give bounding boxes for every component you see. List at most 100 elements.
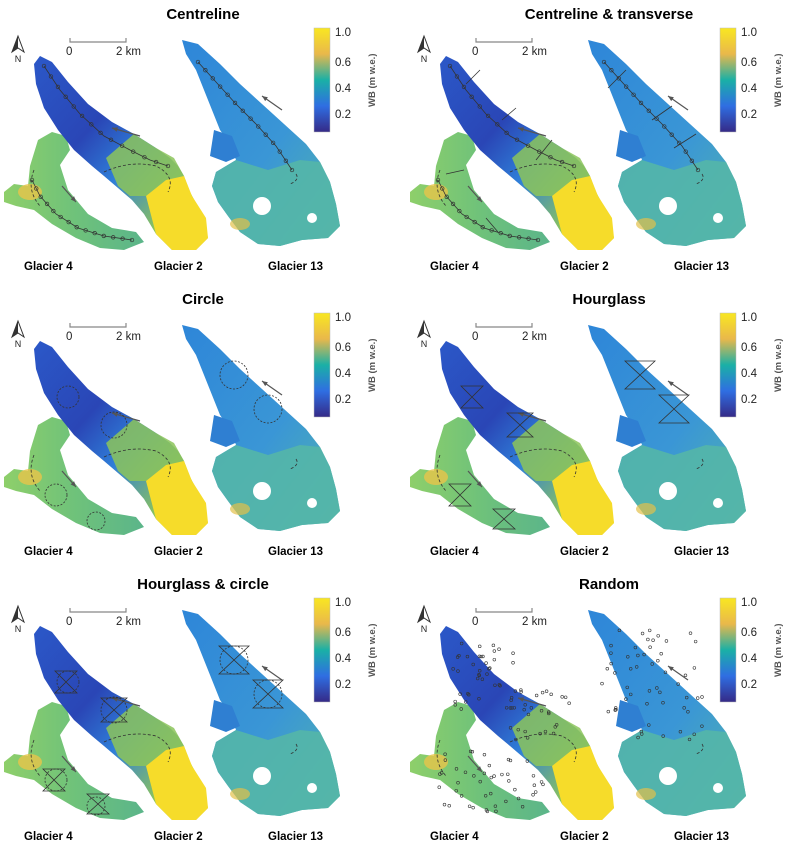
glacier-2-ablation-zone [106, 704, 184, 766]
glacier-label: Glacier 4 [430, 261, 479, 273]
sample-circle [100, 696, 128, 724]
flow-arrow-glacier-13-head [668, 666, 674, 672]
high-wb-patch [424, 754, 448, 770]
scale-end: 2 km [522, 616, 547, 628]
glacier-label: Glacier 13 [268, 831, 323, 843]
glacier-4-shape [410, 417, 550, 535]
random-sample-point [516, 796, 521, 801]
sample-point [210, 76, 215, 81]
sample-point [504, 130, 509, 136]
sample-point [461, 84, 467, 90]
panel-random: Random N 0 2 km 1.0 0.6 0.4 0.2 WB (m w.e.) Glaci… [406, 570, 812, 855]
flow-arrow-glacier-2-head [518, 697, 524, 702]
colorbar-label: WB (m w.e.) [773, 53, 784, 107]
scale-bar: 0 2 km [66, 606, 156, 636]
random-sample-point [650, 662, 654, 666]
nunatak [307, 213, 317, 223]
random-sample-point [497, 683, 502, 687]
sample-hourglass [623, 360, 657, 390]
sample-point [101, 233, 106, 239]
glacier-map [410, 610, 746, 820]
glacier-13-ablation-zone [618, 160, 746, 246]
random-sample-point [640, 631, 645, 636]
dashed-boundary [289, 173, 298, 185]
panel-centreline: Centreline N 0 2 km 1.0 0.6 0.4 0.2 WB (m w.e.) G… [0, 0, 406, 285]
scale-start: 0 [472, 616, 479, 628]
random-sample-point [648, 645, 652, 649]
dashed-boundary [103, 733, 171, 763]
colorbar-tick-label: 1.0 [335, 27, 351, 39]
glacier-2-snout [146, 176, 208, 250]
random-sample-point [463, 770, 468, 774]
sample-circle [253, 394, 283, 424]
random-sample-point [481, 654, 485, 659]
random-sample-point [516, 727, 520, 732]
colorbar-label: WB (m w.e.) [367, 623, 378, 677]
scale-bar: 0 2 km [66, 36, 156, 66]
sample-point [240, 108, 245, 113]
sample-point [480, 225, 485, 230]
glacier-label: Glacier 4 [24, 831, 73, 843]
random-sample-point [693, 639, 698, 644]
sampling-design [44, 360, 283, 531]
glacier-label: Glacier 2 [154, 261, 203, 273]
glacier-13-ablation-zone [212, 730, 340, 816]
colorbar-label: WB (m w.e.) [367, 53, 378, 107]
sample-point [74, 225, 79, 230]
nunatak [659, 767, 677, 785]
sample-hourglass [251, 679, 285, 709]
sample-circle [86, 511, 106, 531]
glacier-4-shape [410, 132, 550, 250]
scale-end: 2 km [116, 46, 141, 58]
glacier-map [4, 40, 340, 250]
sample-point [517, 235, 522, 240]
random-sample-point [479, 654, 483, 659]
panel-title: Centreline [166, 6, 240, 23]
colorbar-gradient [313, 312, 331, 418]
random-sample-point [477, 654, 482, 658]
random-sample-point [492, 649, 497, 653]
colorbar-tick-label: 0.2 [741, 679, 757, 691]
glacier-4-shape [4, 417, 144, 535]
colorbar-tick-label: 0.4 [741, 83, 757, 95]
random-sample-point [686, 710, 690, 714]
sample-point [548, 155, 553, 160]
sample-point [695, 167, 701, 173]
flow-arrow-glacier-4-head [70, 481, 76, 487]
sample-point [66, 219, 71, 225]
random-sample-point [492, 657, 497, 662]
random-sample-point [663, 670, 668, 674]
random-sample-point [609, 651, 613, 655]
sample-point [41, 63, 47, 69]
scale-bar-line [475, 608, 533, 613]
sample-point [464, 214, 469, 220]
random-sample-point [507, 779, 511, 783]
flow-arrow-glacier-4-head [476, 196, 482, 202]
scale-bar: 0 2 km [472, 36, 562, 66]
random-sample-point [600, 681, 604, 686]
sample-point [92, 230, 97, 236]
north-arrow-shade [12, 606, 18, 622]
north-label: N [15, 54, 22, 64]
panel-centreline-transverse: Centreline & transverse N 0 2 km 1.0 0.6 0.4 0.… [406, 0, 812, 285]
random-sample-point [541, 782, 545, 787]
colorbar-tick-label: 0.4 [335, 83, 351, 95]
random-sample-point [651, 638, 655, 642]
random-sample-point [613, 671, 617, 675]
random-sample-point [454, 789, 458, 793]
sample-point [472, 219, 477, 225]
north-arrow: N [8, 604, 28, 634]
glacier-label: Glacier 13 [268, 261, 323, 273]
random-sample-point [478, 669, 482, 673]
random-sample-point [488, 666, 492, 670]
random-sample-point [508, 726, 513, 730]
random-sample-point [656, 658, 660, 663]
random-sample-point [485, 672, 489, 676]
random-sample-point [442, 802, 447, 807]
random-sample-point [508, 706, 513, 710]
colorbar-gradient [719, 597, 737, 703]
sample-point [79, 113, 85, 119]
random-sample-point [525, 736, 530, 740]
glacier-label: Glacier 2 [560, 261, 609, 273]
colorbar-label: WB (m w.e.) [773, 623, 784, 677]
